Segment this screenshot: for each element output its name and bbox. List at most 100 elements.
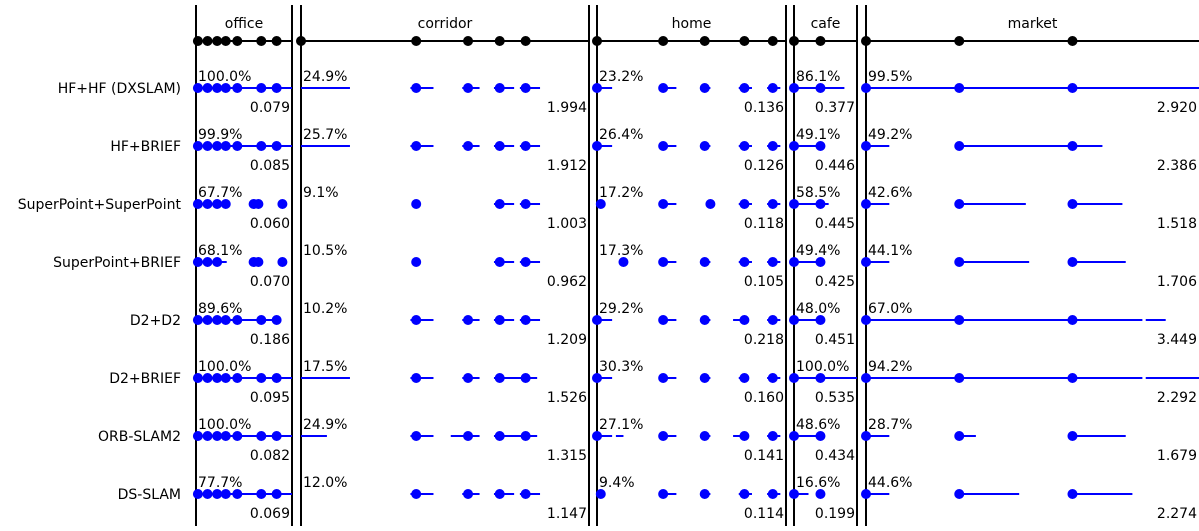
error-value-label: 0.114 bbox=[744, 506, 784, 522]
track-point bbox=[699, 83, 710, 93]
track-point bbox=[494, 315, 505, 325]
track-point bbox=[520, 199, 531, 209]
error-value-label: 0.451 bbox=[815, 332, 855, 348]
track-point bbox=[861, 489, 871, 499]
error-value-label: 1.912 bbox=[547, 158, 587, 174]
error-value-label: 0.069 bbox=[250, 506, 290, 522]
track-point bbox=[954, 141, 965, 151]
error-value-label: 1.994 bbox=[547, 100, 587, 116]
track-point bbox=[861, 373, 871, 383]
track-point bbox=[212, 373, 223, 383]
coverage-percent-label: 67.0% bbox=[868, 301, 912, 317]
method-label: D2+BRIEF bbox=[109, 371, 181, 387]
reference-point bbox=[767, 36, 778, 46]
track-point bbox=[705, 199, 716, 209]
track-point bbox=[954, 431, 965, 441]
error-value-label: 0.082 bbox=[250, 448, 290, 464]
track-point bbox=[815, 373, 826, 383]
track-point bbox=[595, 199, 606, 209]
track-point bbox=[739, 83, 750, 93]
coverage-percent-label: 68.1% bbox=[198, 243, 242, 259]
track-point bbox=[271, 489, 282, 499]
track-point bbox=[212, 315, 223, 325]
track-point bbox=[212, 257, 223, 267]
track-point bbox=[618, 257, 629, 267]
track-point bbox=[767, 431, 778, 441]
track-point bbox=[212, 431, 223, 441]
method-label: HF+HF (DXSLAM) bbox=[58, 81, 181, 97]
reference-point bbox=[815, 36, 826, 46]
track-point bbox=[789, 373, 799, 383]
track-point bbox=[954, 257, 965, 267]
track-point bbox=[256, 431, 267, 441]
track-point bbox=[815, 83, 826, 93]
track-point bbox=[463, 373, 474, 383]
coverage-percent-label: 100.0% bbox=[796, 359, 849, 375]
error-value-label: 0.136 bbox=[744, 100, 784, 116]
track-point bbox=[739, 315, 750, 325]
track-point bbox=[861, 141, 871, 151]
track-point bbox=[789, 257, 799, 267]
coverage-percent-label: 44.6% bbox=[868, 475, 912, 491]
reference-point bbox=[494, 36, 505, 46]
reference-point bbox=[658, 36, 669, 46]
error-value-label: 0.079 bbox=[250, 100, 290, 116]
error-value-label: 0.445 bbox=[815, 216, 855, 232]
error-value-label: 2.386 bbox=[1157, 158, 1197, 174]
coverage-percent-label: 24.9% bbox=[303, 69, 347, 85]
error-value-label: 1.526 bbox=[547, 390, 587, 406]
track-point bbox=[592, 141, 602, 151]
track-point bbox=[815, 257, 826, 267]
scene-title-market: market bbox=[1008, 16, 1058, 32]
track-point bbox=[699, 141, 710, 151]
track-point bbox=[789, 83, 799, 93]
track-point bbox=[739, 141, 750, 151]
track-point bbox=[494, 83, 505, 93]
coverage-percent-label: 58.5% bbox=[796, 185, 840, 201]
track-point bbox=[256, 141, 267, 151]
coverage-percent-label: 9.4% bbox=[599, 475, 635, 491]
track-point bbox=[739, 373, 750, 383]
track-point bbox=[815, 141, 826, 151]
track-point bbox=[202, 257, 213, 267]
track-point bbox=[411, 431, 422, 441]
method-row: 68.1% 0.070 10.5% 0.962 17.3% 0.105 49.4% 0.425… bbox=[192, 243, 1197, 290]
error-value-label: 2.274 bbox=[1157, 506, 1197, 522]
coverage-percent-label: 17.2% bbox=[599, 185, 643, 201]
error-value-label: 1.706 bbox=[1157, 274, 1197, 290]
track-point bbox=[520, 257, 531, 267]
method-labels: HF+HF (DXSLAM) HF+BRIEF SuperPoint+SuperPo… bbox=[18, 81, 182, 503]
track-point bbox=[658, 199, 669, 209]
error-value-label: 0.141 bbox=[744, 448, 784, 464]
track-point bbox=[256, 83, 267, 93]
track-point bbox=[1067, 199, 1078, 209]
track-point bbox=[954, 199, 965, 209]
track-point bbox=[232, 315, 243, 325]
track-point bbox=[520, 141, 531, 151]
track-point bbox=[1067, 141, 1078, 151]
track-point bbox=[220, 431, 231, 441]
error-value-label: 1.518 bbox=[1157, 216, 1197, 232]
scene-title-office: office bbox=[225, 16, 263, 32]
coverage-percent-label: 17.5% bbox=[303, 359, 347, 375]
track-point bbox=[767, 199, 778, 209]
track-point bbox=[1067, 315, 1078, 325]
track-point bbox=[1067, 373, 1078, 383]
track-point bbox=[220, 315, 231, 325]
coverage-percent-label: 17.3% bbox=[599, 243, 643, 259]
track-point bbox=[192, 489, 203, 499]
reference-point bbox=[271, 36, 282, 46]
track-point bbox=[256, 489, 267, 499]
error-value-label: 3.449 bbox=[1157, 332, 1197, 348]
error-value-label: 0.160 bbox=[744, 390, 784, 406]
track-point bbox=[202, 315, 213, 325]
method-rows: 100.0% 0.079 24.9% 1.994 23.2% 0.136 86.1% 0.37… bbox=[192, 69, 1199, 522]
reference-point bbox=[520, 36, 531, 46]
coverage-percent-label: 99.5% bbox=[868, 69, 912, 85]
error-value-label: 0.425 bbox=[815, 274, 855, 290]
track-point bbox=[658, 315, 669, 325]
track-point bbox=[767, 83, 778, 93]
coverage-percent-label: 48.6% bbox=[796, 417, 840, 433]
track-point bbox=[739, 489, 750, 499]
